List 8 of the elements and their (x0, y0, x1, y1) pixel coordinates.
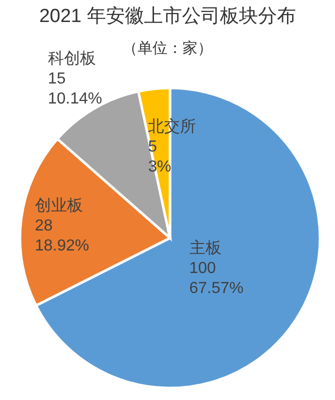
chart-subtitle: （单位：家） (122, 40, 212, 57)
data-label: 100 67.57% (189, 260, 244, 298)
slice-label: 主板 (189, 239, 222, 258)
slice-label: 科创板 (48, 50, 96, 68)
slice-label: 创业板 (34, 196, 83, 214)
chart-title: 2021 年安徽上市公司板块分布 (39, 5, 296, 27)
data-label: 15 10.14% (48, 70, 102, 108)
data-label: 28 18.92% (34, 217, 90, 254)
